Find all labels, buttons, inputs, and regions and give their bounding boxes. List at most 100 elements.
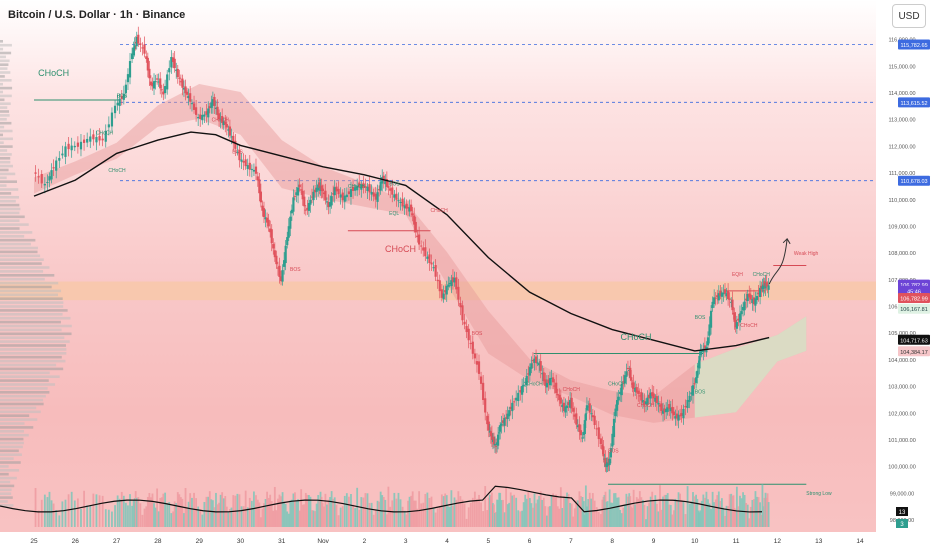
volume-bar (304, 492, 307, 527)
candle (730, 301, 733, 303)
volume-profile-bar (0, 188, 19, 191)
candle (370, 191, 373, 195)
volume-bar (759, 502, 762, 527)
candle (34, 172, 37, 174)
volume-bar (358, 509, 361, 527)
volume-bar (693, 496, 696, 527)
volume-bar (270, 501, 273, 527)
candle (304, 209, 307, 211)
candle (469, 343, 472, 345)
volume-bar (309, 496, 312, 527)
candle (258, 179, 261, 194)
candle (101, 138, 104, 141)
candle (519, 390, 522, 393)
volume-bar (575, 500, 578, 527)
x-tick-label: 26 (72, 538, 80, 545)
candle (382, 175, 385, 181)
annotation-label: CHoCH (212, 117, 230, 123)
candle (544, 379, 547, 386)
volume-bar (280, 496, 282, 527)
candle (73, 145, 76, 148)
candle (139, 43, 142, 45)
price-label: 106,782.99 (900, 296, 928, 302)
y-tick-label: 113,000.00 (888, 118, 915, 124)
volume-bar (506, 504, 509, 527)
volume-bar (613, 493, 615, 527)
candle (157, 81, 160, 83)
candle (192, 103, 196, 110)
volume-bar (561, 507, 564, 527)
candle (748, 293, 751, 298)
candle (341, 192, 344, 201)
volume-bar (374, 509, 377, 527)
projection-arrow (768, 238, 788, 285)
candle (451, 277, 455, 282)
candle (581, 437, 584, 439)
candle (674, 416, 677, 419)
volume-bar (503, 512, 506, 527)
cloud-band-bullish (694, 316, 807, 418)
candle (159, 78, 162, 89)
volume-bar (591, 493, 594, 527)
candle (706, 337, 710, 346)
candle (265, 217, 269, 223)
candle (126, 74, 130, 83)
candle (631, 383, 634, 385)
candle (286, 237, 289, 246)
candle (175, 69, 178, 71)
candle (238, 149, 241, 161)
volume-bar (393, 492, 396, 527)
candle (762, 284, 765, 290)
volume-bar (414, 500, 417, 527)
y-tick-label: 104,000.00 (888, 358, 916, 364)
volume-bar (391, 500, 394, 527)
candle (617, 396, 620, 401)
candle (43, 183, 46, 186)
candle (298, 184, 301, 188)
volume-profile-bar (0, 281, 59, 285)
currency-button[interactable]: USD (892, 4, 926, 28)
volume-bar (707, 499, 709, 527)
candle (225, 123, 228, 128)
candle (98, 136, 101, 141)
volume-bar (146, 496, 149, 527)
volume-profile-bar (0, 160, 11, 164)
candle (675, 413, 679, 419)
volume-bar (517, 510, 520, 527)
volume-bar (405, 514, 408, 527)
candle (608, 458, 611, 466)
price-label-tag (898, 97, 930, 108)
y-tick-label: 99,000.00 (890, 491, 914, 497)
candle (64, 146, 67, 157)
candle (686, 399, 689, 409)
candle (672, 411, 675, 416)
candle (746, 293, 749, 302)
volume-bar (259, 517, 262, 527)
volume-bar (278, 494, 281, 527)
volume-profile-bar (0, 433, 29, 437)
volume-profile-bar (0, 320, 61, 324)
volume-profile-bar (0, 172, 16, 176)
volume-bar (301, 504, 304, 527)
volume-bar (570, 503, 573, 527)
volume-bar (536, 499, 539, 527)
volume-bar (616, 497, 619, 527)
candle (259, 191, 262, 203)
candle (609, 448, 613, 458)
candle (658, 404, 662, 407)
volume-bar (637, 498, 640, 527)
candle (465, 325, 468, 333)
candle (318, 182, 321, 189)
volume-bar (225, 506, 228, 527)
candle (590, 413, 593, 415)
candle (459, 302, 462, 308)
volume-bar (444, 493, 447, 527)
price-axis-panel (876, 0, 932, 550)
volume-bar (597, 512, 600, 527)
volume-bar (420, 503, 423, 527)
volume-bar (122, 495, 125, 527)
candle (358, 182, 361, 188)
price-label-tag (898, 334, 930, 345)
annotation-label: BOS (290, 267, 301, 273)
